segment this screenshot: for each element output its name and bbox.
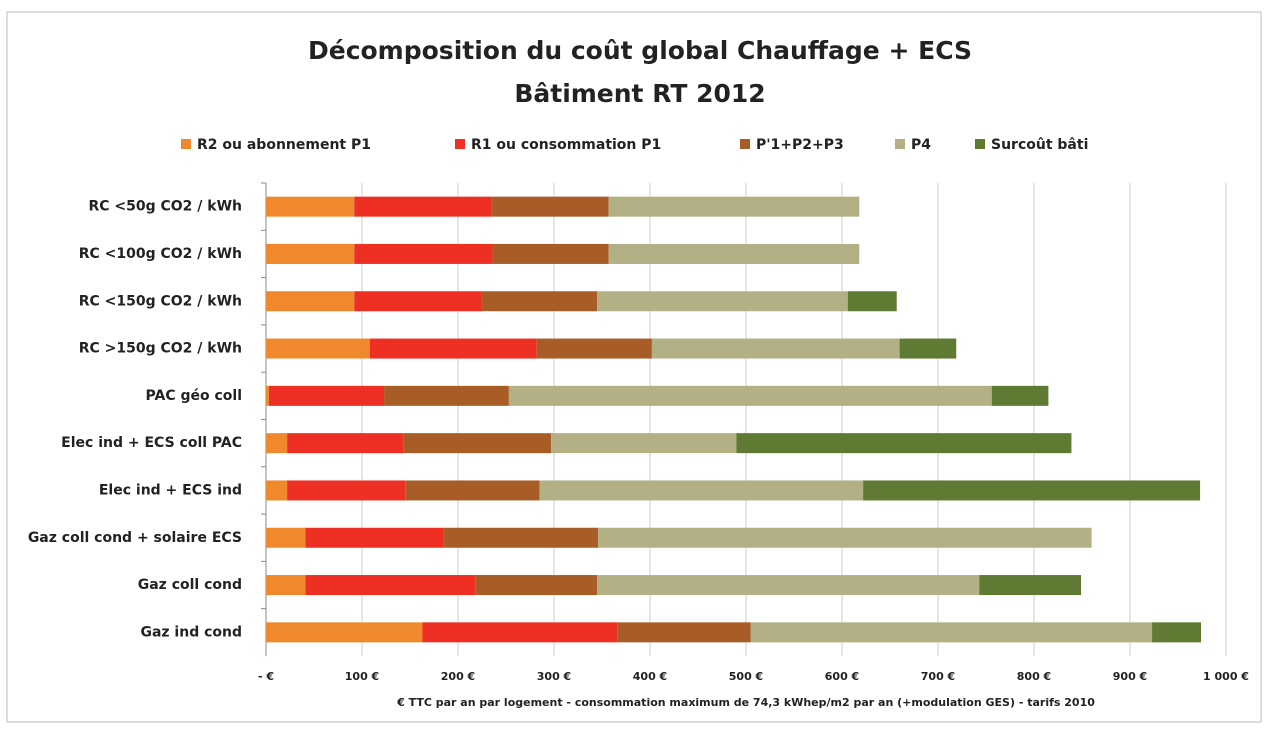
bar-segment <box>508 385 992 406</box>
bar-segment <box>475 575 598 596</box>
y-tick-label: PAC géo coll <box>146 388 242 404</box>
bar-segment <box>405 480 540 501</box>
bar-segment <box>991 385 1049 406</box>
y-tick-label: Gaz ind cond <box>140 624 242 640</box>
y-tick-label: RC <100g CO2 / kWh <box>79 246 242 262</box>
x-tick-label: 500 € <box>729 670 763 683</box>
bar-segment <box>266 480 288 501</box>
y-tick-label: Elec ind + ECS ind <box>99 482 242 498</box>
legend-label: P'1+P2+P3 <box>756 137 844 153</box>
legend-swatch <box>740 139 750 149</box>
x-tick-label: 400 € <box>633 670 667 683</box>
x-tick-label: 700 € <box>921 670 955 683</box>
bar-segment <box>539 480 864 501</box>
chart-subtitle: Bâtiment RT 2012 <box>514 79 765 108</box>
bar-segment <box>266 291 355 312</box>
y-tick-label: RC >150g CO2 / kWh <box>79 341 242 357</box>
legend-label: P4 <box>911 137 931 153</box>
bar-segment <box>443 527 599 548</box>
bar-segment <box>863 480 1201 501</box>
bar-segment <box>354 196 492 217</box>
bar-segment <box>266 385 269 406</box>
bar-segment <box>287 433 404 454</box>
bar-segment <box>979 575 1082 596</box>
x-tick-label: 900 € <box>1113 670 1147 683</box>
y-tick-label: RC <50g CO2 / kWh <box>88 199 242 215</box>
bar-segment <box>651 338 900 359</box>
bar-segment <box>617 622 751 643</box>
bar-segment <box>268 385 385 406</box>
bar-segment <box>598 527 1092 548</box>
bar-segment <box>266 622 423 643</box>
bar-segment <box>608 196 860 217</box>
bar-segment <box>266 433 288 454</box>
bar-segment <box>305 527 444 548</box>
legend-label: Surcoût bâti <box>991 137 1088 153</box>
bar-segment <box>491 196 609 217</box>
bar-segment <box>354 291 482 312</box>
bar-segment <box>492 243 609 264</box>
bar-segment <box>736 433 1072 454</box>
x-tick-label: 600 € <box>825 670 859 683</box>
bar-segment <box>1152 622 1202 643</box>
bar-segment <box>597 291 848 312</box>
bar-segment <box>369 338 537 359</box>
x-tick-label: - € <box>258 670 274 683</box>
bar-segment <box>422 622 618 643</box>
legend-swatch <box>975 139 985 149</box>
bar-segment <box>354 243 493 264</box>
legend-swatch <box>895 139 905 149</box>
bar-segment <box>481 291 598 312</box>
legend-swatch <box>455 139 465 149</box>
y-tick-label: Elec ind + ECS coll PAC <box>61 435 242 451</box>
chart-frame <box>6 11 1262 723</box>
bar-segment <box>847 291 897 312</box>
bar-segment <box>305 575 476 596</box>
bar-segment <box>750 622 1153 643</box>
x-tick-label: 200 € <box>441 670 475 683</box>
bar-segment <box>266 338 370 359</box>
x-tick-label: 1 000 € <box>1203 670 1249 683</box>
y-tick-label: Gaz coll cond <box>138 577 242 593</box>
x-axis-label: € TTC par an par logement - consommation… <box>396 696 1095 709</box>
bar-segment <box>266 527 306 548</box>
y-tick-label: Gaz coll cond + solaire ECS <box>28 530 242 546</box>
x-tick-label: 100 € <box>345 670 379 683</box>
bar-segment <box>266 196 355 217</box>
x-tick-label: 800 € <box>1017 670 1051 683</box>
bar-segment <box>266 243 355 264</box>
legend-swatch <box>181 139 191 149</box>
bar-segment <box>899 338 957 359</box>
legend-label: R2 ou abonnement P1 <box>197 137 371 153</box>
legend-label: R1 ou consommation P1 <box>471 137 661 153</box>
bar-segment <box>608 243 860 264</box>
y-tick-label: RC <150g CO2 / kWh <box>79 293 242 309</box>
bar-segment <box>536 338 652 359</box>
bar-segment <box>597 575 980 596</box>
bar-segment <box>384 385 509 406</box>
bar-segment <box>287 480 406 501</box>
chart-title: Décomposition du coût global Chauffage +… <box>308 36 972 65</box>
bar-segment <box>266 575 306 596</box>
x-tick-label: 300 € <box>537 670 571 683</box>
bar-segment <box>551 433 737 454</box>
bar-segment <box>403 433 552 454</box>
